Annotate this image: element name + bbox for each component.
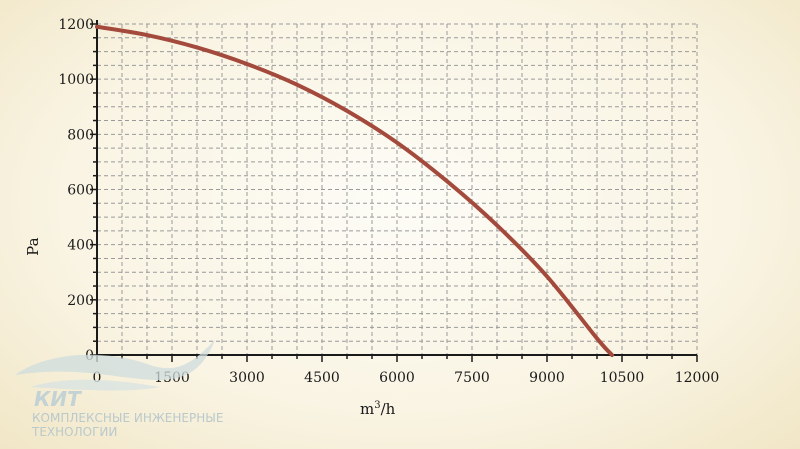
y-tick-label: 400 [67, 238, 94, 254]
grid [97, 23, 698, 355]
x-tick-label: 10500 [600, 370, 645, 386]
y-tick-label: 1000 [58, 72, 94, 88]
y-tick-label: 600 [67, 183, 94, 199]
x-tick-label: 3000 [229, 370, 265, 386]
wave-logo-icon [15, 340, 215, 380]
series [95, 24, 614, 357]
y-tick-label: 800 [67, 127, 94, 143]
x-axis-title-rest: /h [381, 400, 396, 418]
x-tick-label: 6000 [379, 370, 415, 386]
watermark-title: КИТ [34, 387, 81, 411]
x-tick-label: 12000 [675, 370, 720, 386]
x-axis-title: m3/h [360, 400, 396, 418]
series-line [95, 24, 614, 357]
x-tick-label: 7500 [454, 370, 490, 386]
x-axis-title-base: m [360, 400, 374, 418]
watermark-line2: ТЕХНОЛОГИИ [32, 425, 118, 439]
x-axis-title-sup: 3 [374, 400, 380, 411]
watermark-logo [15, 340, 215, 391]
x-tick-label: 9000 [529, 370, 565, 386]
y-tick-label: 200 [67, 293, 94, 309]
watermark-line1: КОМПЛЕКСНЫЕ ИНЖЕНЕРНЫЕ [32, 411, 224, 425]
wave-logo-icon-2 [30, 379, 160, 391]
y-axis-title: Pa [24, 237, 42, 255]
y-tick-label: 1200 [58, 17, 94, 33]
x-tick-label: 4500 [304, 370, 340, 386]
x-tick-label: 0 [93, 370, 102, 386]
